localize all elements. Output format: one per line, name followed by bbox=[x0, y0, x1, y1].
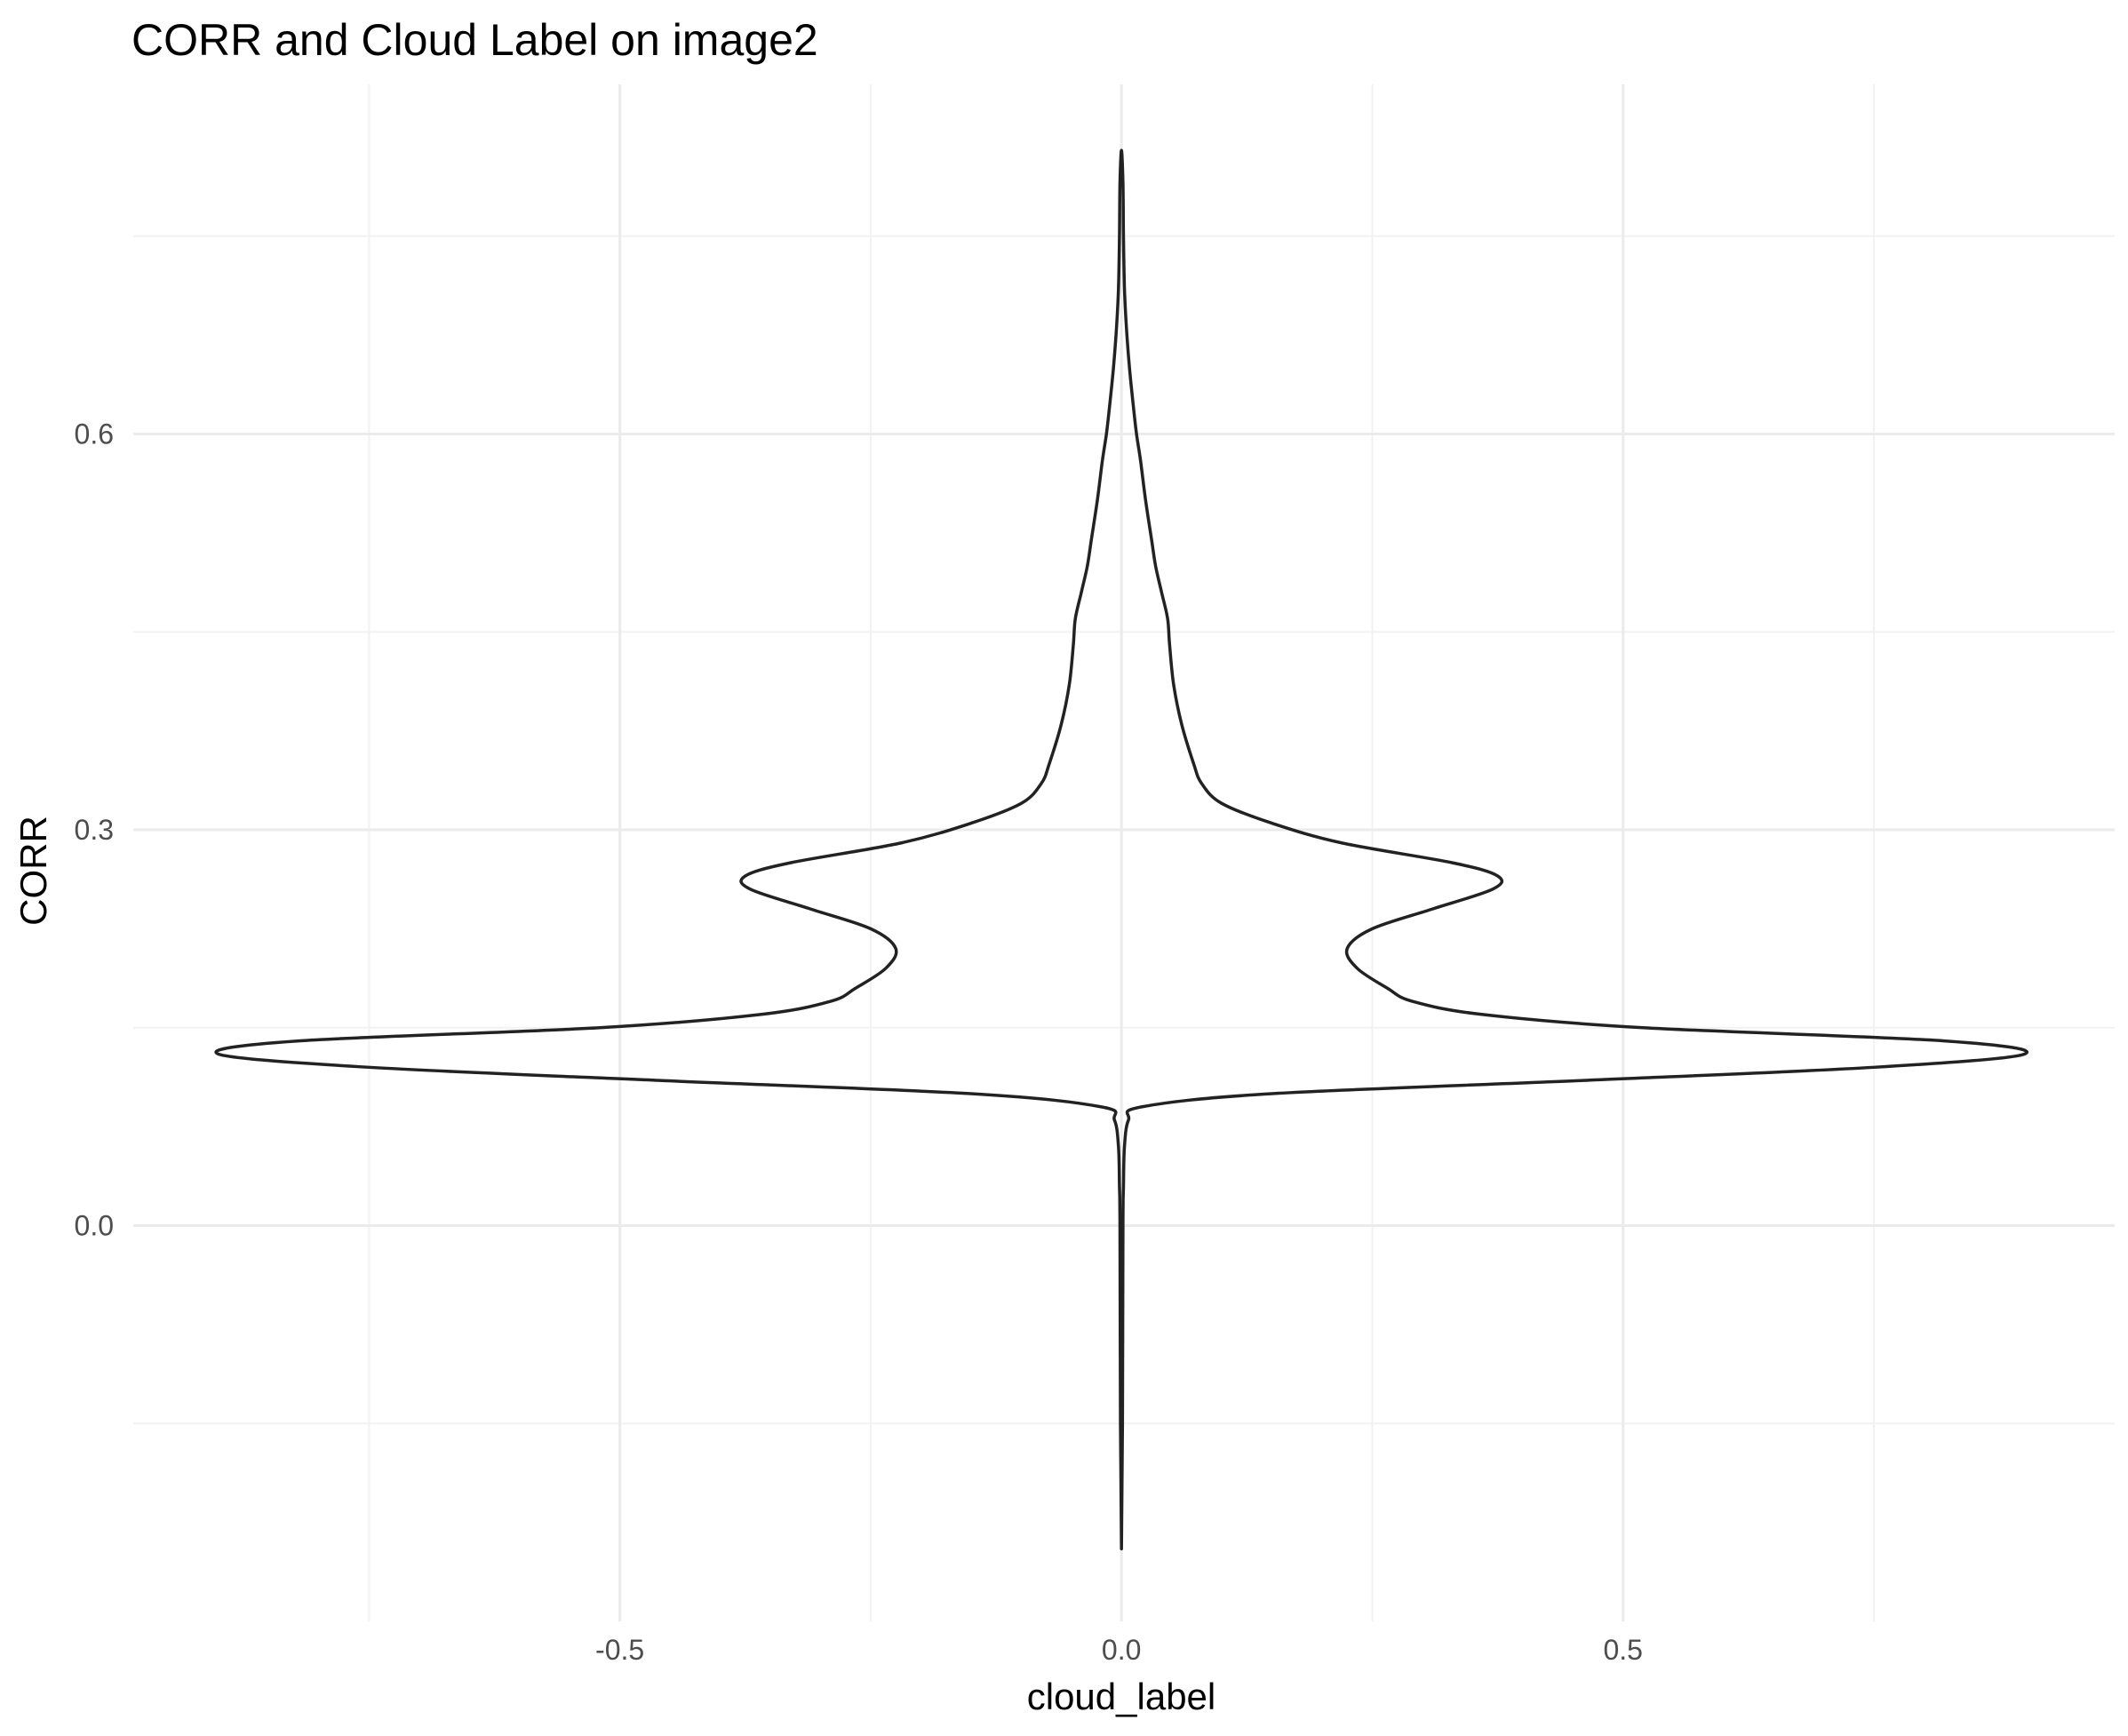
violin-shape bbox=[214, 148, 2028, 1551]
x-tick-label: -0.5 bbox=[595, 1634, 644, 1666]
y-tick-label: 0.3 bbox=[75, 814, 114, 846]
y-tick-label: 0.0 bbox=[75, 1210, 114, 1242]
violin-layer bbox=[214, 148, 2028, 1551]
chart-title: CORR and Cloud Label on image2 bbox=[132, 15, 818, 65]
y-tick-label: 0.6 bbox=[75, 418, 114, 450]
x-tick-label: 0.0 bbox=[1102, 1634, 1141, 1666]
y-tick-labels: 0.0 0.3 0.6 bbox=[75, 418, 114, 1242]
x-tick-label: 0.5 bbox=[1603, 1634, 1642, 1666]
x-axis-title: cloud_label bbox=[1027, 1676, 1216, 1717]
x-tick-labels: -0.5 0.0 0.5 bbox=[595, 1634, 1643, 1666]
y-axis-title: CORR bbox=[12, 816, 54, 926]
